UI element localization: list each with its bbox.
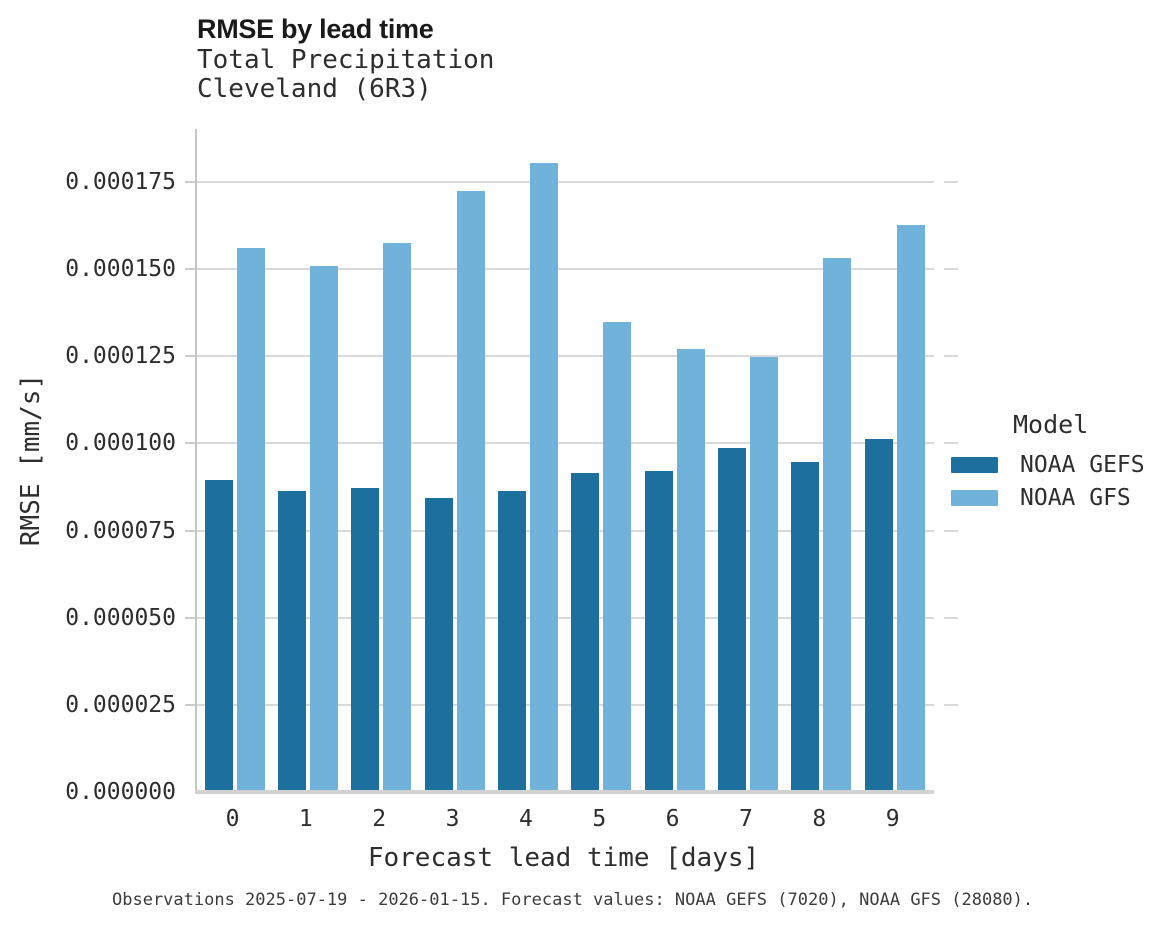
y-axis-tick-labels: 0.000000 0.000025 0.000050 0.000075 0.000100… [0,129,180,805]
legend-label: NOAA GEFS [1020,451,1145,478]
left-tick-mark [185,442,195,445]
left-tick-mark [185,703,195,706]
chart-subtitle-location: Cleveland (6R3) [197,74,432,104]
x-axis-baseline [195,790,934,794]
legend-swatch [951,456,998,473]
bar-noaa-gefs-day-1 [277,490,306,792]
bar-noaa-gfs-day-3 [456,191,485,792]
left-tick-mark [185,268,195,271]
title-block: RMSE by lead time Total Precipitation Cl… [197,12,494,104]
bar-noaa-gfs-day-5 [603,322,632,792]
y-tick-label: 0.000025 [65,691,176,718]
legend-item-noaa-gfs: NOAA GFS [951,481,1171,514]
legend-title: Model [1013,410,1089,439]
plot-area [185,129,958,794]
y-tick-label: 0.000175 [65,169,176,195]
right-tick-mark [944,616,958,619]
legend-items: NOAA GEFS NOAA GFS [951,448,1171,514]
left-tick-mark [185,529,195,532]
caption: Observations 2025-07-19 - 2026-01-15. Fo… [112,890,1034,910]
bar-noaa-gefs-day-2 [351,488,380,792]
bar-noaa-gfs-day-0 [236,248,265,792]
left-tick-mark [185,616,195,619]
legend-swatch [951,489,998,506]
bar-noaa-gefs-day-7 [717,447,746,792]
y-tick-label: 0.000075 [65,517,176,544]
x-tick-label: 0 [225,806,240,832]
gridline [197,703,934,706]
legend-label: NOAA GFS [1020,484,1131,511]
x-tick-label: 7 [739,806,753,832]
bar-noaa-gfs-day-8 [823,258,852,792]
gridline [197,529,934,532]
gridline [197,181,934,183]
right-tick-mark [944,181,958,183]
bar-noaa-gefs-day-9 [864,438,893,792]
bar-noaa-gefs-day-4 [497,490,526,792]
x-tick-label: 4 [518,806,533,832]
x-tick-label: 6 [665,806,680,832]
right-tick-mark [944,355,958,358]
x-axis-tick-labels: 0 1 2 3 4 5 6 7 8 9 [195,806,932,836]
left-tick-mark [185,181,195,183]
chart-subtitle-variable: Total Precipitation [197,45,495,75]
x-axis-title: Forecast lead time [days] [367,843,760,873]
right-tick-mark [944,703,958,706]
right-tick-mark [944,529,958,532]
legend: Model NOAA GEFS NOAA GFS [951,410,1171,514]
right-tick-mark [944,442,958,445]
x-tick-label: 9 [885,806,900,832]
bar-noaa-gefs-day-5 [571,473,600,792]
x-tick-label: 1 [298,806,313,832]
y-tick-label: 0.000125 [65,343,176,370]
bar-noaa-gfs-day-4 [529,162,558,792]
gridline [197,442,934,445]
bar-noaa-gefs-day-6 [644,470,673,792]
bar-noaa-gefs-day-3 [424,498,453,792]
gridline [197,355,934,358]
y-tick-label: 0.000100 [65,430,176,457]
bar-noaa-gfs-day-9 [896,224,925,792]
y-tick-label: 0.000000 [65,779,176,805]
bar-noaa-gefs-day-8 [791,461,820,792]
x-tick-label: 2 [372,806,387,832]
bar-noaa-gfs-day-6 [676,349,705,792]
legend-item-noaa-gefs: NOAA GEFS [951,448,1171,481]
x-tick-label: 8 [812,806,827,832]
right-tick-mark [944,268,958,271]
bar-noaa-gfs-day-7 [749,356,778,792]
bar-noaa-gfs-day-1 [309,265,338,792]
bar-noaa-gfs-day-2 [383,243,412,792]
x-tick-label: 5 [592,806,607,832]
gridline [197,616,934,619]
y-tick-label: 0.000150 [65,256,176,283]
gridline [197,268,934,271]
y-tick-label: 0.000050 [65,604,176,631]
chart-title: RMSE by lead time [197,14,434,44]
bar-noaa-gefs-day-0 [204,480,233,792]
left-tick-mark [185,355,195,358]
x-tick-label: 3 [445,806,460,832]
